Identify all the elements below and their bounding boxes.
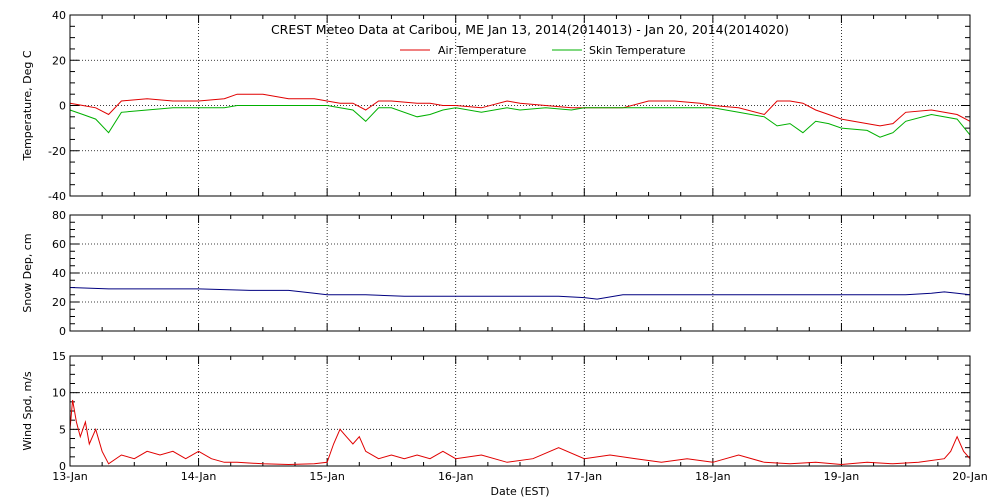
x-tick-label: 18-Jan <box>695 470 731 483</box>
x-tick-label: 17-Jan <box>567 470 603 483</box>
series-line-air-temperature <box>69 93 971 127</box>
y-tick-label: 15 <box>52 350 66 363</box>
y-tick-label: 10 <box>52 387 66 400</box>
y-tick-label: 0 <box>59 460 66 473</box>
y-tick-label: 40 <box>52 267 66 280</box>
plot-frame <box>69 14 971 197</box>
plot-frame <box>69 214 971 332</box>
panel-wind-speed: 0 5 10 15 Wind Spd, m/s <box>21 350 971 473</box>
chart-title: CREST Meteo Data at Caribou, ME Jan 13, … <box>271 22 789 37</box>
x-tick-label: 20-Jan <box>952 470 988 483</box>
panel-snow-depth: 0 20 40 60 80 Snow Dep, cm <box>21 209 971 338</box>
x-tick-label: 14-Jan <box>181 470 217 483</box>
series-line-skin-temperature <box>69 105 971 138</box>
y-tick-label: 20 <box>52 54 66 67</box>
plot-frame <box>69 355 971 467</box>
y-tick-label: 5 <box>59 423 66 436</box>
x-axis-label: Date (EST) <box>490 485 549 498</box>
x-tick-label: 19-Jan <box>824 470 860 483</box>
y-axis-label-temperature: Temperature, Deg C <box>21 50 34 161</box>
legend-label-air-temperature: Air Temperature <box>438 44 527 57</box>
x-tick-label: 16-Jan <box>438 470 474 483</box>
series-line-snow-depth <box>69 287 971 300</box>
plot-area: -40 -20 0 20 40 Temperature, Deg C 0 20 40 60 80 Sn… <box>21 9 988 483</box>
series-line-wind-speed <box>69 399 971 466</box>
y-tick-label: 40 <box>52 9 66 22</box>
y-tick-label: -20 <box>48 145 66 158</box>
y-axis-label-snow-depth: Snow Dep, cm <box>21 233 34 312</box>
y-tick-label: 60 <box>52 238 66 251</box>
y-tick-label: 0 <box>59 100 66 113</box>
panel-temperature: -40 -20 0 20 40 Temperature, Deg C <box>21 9 971 203</box>
y-tick-label: 0 <box>59 325 66 338</box>
y-tick-label: 80 <box>52 209 66 222</box>
x-tick-label: 13-Jan <box>52 470 88 483</box>
y-tick-label: -40 <box>48 190 66 203</box>
legend-label-skin-temperature: Skin Temperature <box>589 44 686 57</box>
y-axis-label-wind-speed: Wind Spd, m/s <box>21 371 34 451</box>
x-tick-label: 15-Jan <box>309 470 345 483</box>
y-tick-label: 20 <box>52 296 66 309</box>
